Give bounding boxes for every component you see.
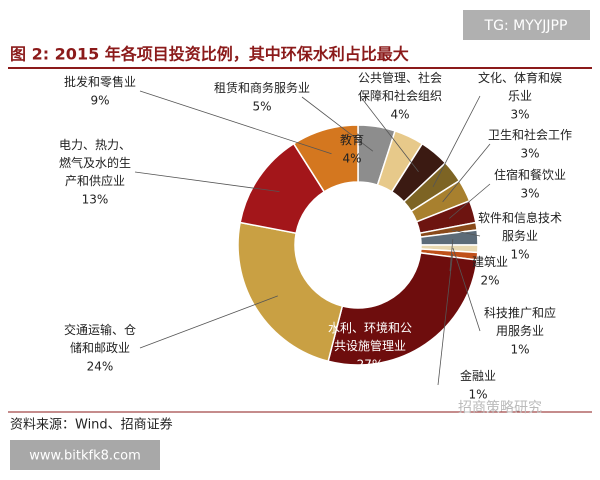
url-box: [10, 440, 160, 470]
leader-line: [449, 238, 454, 272]
leader-line: [452, 247, 481, 332]
leader-line: [359, 95, 419, 173]
category-label: 交通运输、仓储和邮政业: [64, 322, 136, 355]
category-label: 水利、环境和公共设施管理业: [328, 320, 412, 353]
leader-line: [134, 171, 280, 192]
slice: [292, 124, 359, 193]
slice: [327, 252, 478, 366]
value-label: 9%: [90, 94, 109, 108]
category-label: 软件和信息技术服务业: [478, 210, 562, 243]
footer-url: www.bitkfk8.com: [29, 449, 141, 464]
badge-box: [463, 10, 590, 40]
value-label: 27%: [357, 358, 384, 372]
category-label: 建筑业: [472, 254, 508, 269]
value-label: 5%: [252, 100, 271, 114]
category-label: 文化、体育和娱乐业: [478, 70, 562, 103]
value-label: 1%: [510, 248, 529, 262]
value-label: 24%: [87, 360, 114, 374]
leader-line: [139, 90, 332, 155]
value-label: 3%: [520, 187, 539, 201]
category-label: 教育: [340, 132, 364, 147]
leader-line: [139, 295, 278, 349]
badge: TG: MYYJJPP: [484, 18, 568, 34]
leader-line: [437, 253, 453, 386]
value-label: 4%: [342, 152, 361, 166]
category-label: 住宿和餐饮业: [494, 167, 566, 182]
category-label: 电力、热力、燃气及水的生产和供应业: [59, 138, 131, 188]
source: 资料来源：Wind、招商证券: [10, 417, 173, 433]
watermark: 招商策略研究: [458, 399, 542, 416]
value-label: 1%: [510, 343, 529, 357]
leader-line: [301, 96, 374, 152]
value-label: 1%: [468, 388, 487, 402]
slice: [237, 221, 344, 363]
category-label: 卫生和社会工作: [488, 127, 572, 142]
value-label: 4%: [390, 108, 409, 122]
category-label: 公共管理、社会保障和社会组织: [358, 70, 442, 103]
value-label: 2%: [480, 274, 499, 288]
leader-line: [448, 183, 491, 219]
category-label: 租赁和商务服务业: [214, 80, 310, 95]
category-label: 批发和零售业: [64, 74, 136, 89]
category-label: 金融业: [460, 368, 496, 383]
leader-line: [442, 143, 491, 203]
chart-title: 图 2: 2015 年各项目投资比例，其中环保水利占比最大: [10, 45, 409, 64]
value-label: 3%: [520, 147, 539, 161]
category-label: 科技推广和应用服务业: [484, 305, 556, 338]
value-label: 3%: [510, 108, 529, 122]
leader-line: [432, 95, 481, 187]
value-label: 13%: [82, 193, 109, 207]
leader-line: [451, 229, 481, 237]
